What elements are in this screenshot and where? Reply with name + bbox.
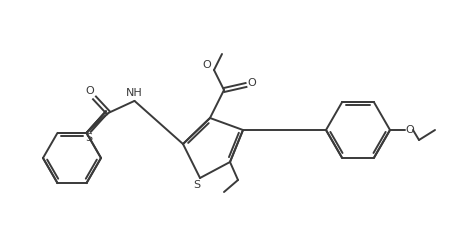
Text: S: S xyxy=(85,133,92,143)
Text: O: O xyxy=(406,125,415,135)
Text: O: O xyxy=(85,86,94,96)
Text: O: O xyxy=(203,60,212,70)
Text: S: S xyxy=(193,180,201,190)
Text: NH: NH xyxy=(126,88,143,98)
Text: O: O xyxy=(248,78,257,88)
